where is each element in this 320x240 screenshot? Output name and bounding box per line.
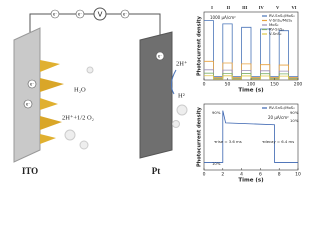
- x-tick-label: 10: [295, 172, 301, 178]
- x-tick-label: 200: [294, 82, 303, 88]
- annotation: 90%: [212, 110, 221, 115]
- electron-label: e⁻: [123, 12, 128, 17]
- bubble: [176, 104, 188, 116]
- region-label: V: [276, 5, 280, 10]
- x-tick-label: 0: [203, 82, 206, 88]
- region-label: I: [211, 5, 213, 10]
- catalyst: [40, 78, 64, 92]
- x-tick-label: 150: [270, 82, 279, 88]
- x-tick-label: 2: [221, 172, 224, 178]
- region-label: III: [242, 5, 248, 10]
- x-tick-label: 100: [247, 82, 256, 88]
- x-axis-label: Time (s): [238, 88, 264, 94]
- x-axis-label: Time (s): [238, 178, 264, 184]
- electron-label: e⁻: [30, 82, 35, 87]
- electron-label: e⁻: [26, 102, 31, 107]
- protons-label: 2H⁺: [176, 60, 188, 67]
- x-tick-label: 8: [278, 172, 281, 178]
- y-axis-label: Photocurrent density: [197, 106, 203, 167]
- legend-label: RV-SnS₂/MoS₂: [269, 105, 295, 110]
- legend-label: MoS₂: [269, 22, 279, 27]
- catalyst: [40, 60, 60, 72]
- scale-label: 1000 μA/cm²: [210, 15, 236, 20]
- x-tick-label: 0: [203, 172, 206, 178]
- oxidation-label: 2H⁺+1/2 O₂: [62, 114, 94, 121]
- pt-electrode: [139, 31, 173, 159]
- x-tick-label: 50: [225, 82, 231, 88]
- bubble: [79, 140, 89, 150]
- water-label: H₂O: [74, 86, 86, 93]
- plot-frame: [203, 103, 299, 171]
- region-label: IV: [259, 5, 265, 10]
- bubble: [86, 66, 94, 74]
- legend-label: V-SnS₂/MoS₂: [269, 18, 293, 23]
- electron-label: e⁻: [158, 54, 163, 59]
- scale-label: 20 μA/cm²: [268, 115, 289, 120]
- hydrogen-label: H²: [178, 92, 185, 99]
- electron-label: e⁻: [78, 12, 83, 17]
- annotation: 10%: [212, 161, 221, 166]
- ito-electrode: [13, 27, 41, 163]
- legend-label: V-SnS₂: [269, 31, 282, 36]
- cathode-label: Pt: [152, 166, 161, 176]
- bubble: [172, 120, 180, 128]
- annotation: τrise = 3.6 ms: [214, 139, 242, 144]
- anode-label: ITO: [22, 166, 38, 176]
- electron-icon: [75, 9, 85, 19]
- electron-icon: [50, 9, 60, 19]
- catalyst: [40, 116, 62, 130]
- voltmeter-label: V: [98, 11, 103, 19]
- catalyst: [40, 134, 56, 144]
- annotation: 90%: [290, 110, 299, 115]
- voltmeter: [93, 7, 107, 21]
- reaction-arrow: [170, 69, 177, 95]
- electron-label: e⁻: [53, 12, 58, 17]
- electron-icon: [155, 51, 165, 61]
- electron-icon: [27, 79, 37, 89]
- x-tick-label: 4: [240, 172, 243, 178]
- bubble: [64, 129, 76, 141]
- series-line: [204, 75, 298, 80]
- y-axis-label: Photocurrent density: [197, 15, 203, 76]
- series-line: [204, 110, 298, 163]
- x-tick-label: 6: [259, 172, 262, 178]
- electron-icon: [120, 9, 130, 19]
- legend-label: RV-SnS₂/MoS₂: [269, 13, 295, 18]
- figure: V e⁻ e⁻ e⁻ e⁻ e⁻ H₂O 2H⁺+1/2 O₂ ITO e⁻ 2…: [13, 5, 303, 184]
- region-label: VI: [291, 5, 296, 10]
- annotation: 10%: [290, 118, 299, 123]
- legend-label: RV-SnS₂: [269, 27, 284, 32]
- catalyst: [40, 98, 58, 110]
- region-label: II: [227, 5, 231, 10]
- electron-icon: [23, 99, 33, 109]
- annotation: τdecay = 6.4 ms: [262, 139, 294, 144]
